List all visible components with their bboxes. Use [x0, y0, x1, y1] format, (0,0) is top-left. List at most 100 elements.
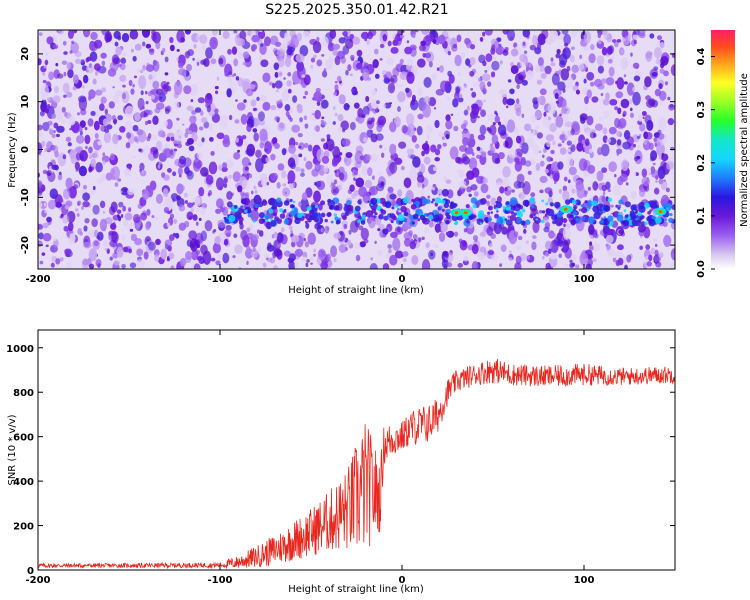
spectrogram-cell	[390, 232, 398, 238]
spectrogram-cell	[417, 171, 423, 177]
spectrogram-cell	[543, 227, 549, 233]
spectrogram-cell	[447, 262, 452, 267]
spectrogram-cell	[431, 73, 437, 81]
spectrogram-cell	[564, 264, 568, 267]
spectrogram-cell	[550, 202, 554, 206]
spectrogram-cell	[490, 143, 493, 146]
spectrogram-cell	[655, 261, 661, 267]
spectrogram-cell	[57, 73, 63, 78]
spectrogram-cell	[285, 56, 292, 67]
spectrogram-cell	[259, 198, 261, 202]
spectrogram-cell	[544, 169, 549, 173]
spectrogram-cell	[633, 63, 639, 69]
spectrogram-cell	[84, 218, 89, 223]
spectrogram-cell	[130, 262, 136, 268]
spectrogram-cell	[666, 188, 670, 193]
spectrogram-cell	[277, 49, 285, 57]
spectrogram-cell	[254, 84, 257, 87]
spectrogram-cell	[443, 143, 447, 147]
spectrogram-cell	[66, 62, 71, 70]
spectrogram-cell	[201, 137, 204, 142]
spectrogram-cell	[102, 152, 105, 157]
snr-y-tick-label: 800	[13, 388, 34, 399]
spectrogram-cell	[559, 53, 567, 65]
spectrogram-cell	[370, 198, 377, 205]
spectrogram-cell	[177, 144, 182, 149]
spectrogram-cell	[256, 97, 259, 101]
spectrogram-cell	[382, 34, 387, 41]
spectrogram-cell	[117, 209, 122, 214]
spectrogram-cell	[401, 166, 405, 170]
spectrogram-cell	[345, 211, 350, 216]
spectrogram-cell	[227, 49, 232, 55]
spectrogram-cell	[82, 258, 89, 270]
spectrogram-cell	[331, 186, 339, 195]
spectrogram-cell	[339, 37, 346, 43]
snr-x-label: Height of straight line (km)	[288, 584, 424, 595]
spectrogram-cell	[389, 255, 397, 266]
spectrogram-cell	[633, 35, 639, 40]
spectrogram-cell	[480, 198, 487, 205]
spectrogram-cell	[384, 147, 387, 150]
spectrogram-cell	[626, 182, 629, 185]
spectrogram-cell	[200, 110, 203, 116]
spectrogram-cell	[576, 90, 580, 95]
spectrogram-cell	[227, 75, 233, 83]
spectrogram-cell	[313, 41, 322, 53]
spectrogram-cell	[493, 122, 496, 125]
spectrogram-cell	[260, 59, 268, 67]
spectrogram-cell	[616, 260, 621, 266]
spectrogram-cell	[461, 52, 465, 58]
spectrogram-cell	[155, 239, 161, 245]
spectrogram-cell	[320, 262, 328, 270]
spectrogram-cell	[291, 125, 300, 133]
spectrogram-cell	[187, 138, 194, 145]
spectrogram-panel: -200 -100 0 100 -20-1001020 Height of strai…	[7, 23, 679, 296]
spectrogram-cell	[625, 201, 631, 207]
spectrogram-cell	[121, 214, 124, 218]
spectrogram-cell	[421, 237, 424, 240]
spectrogram-cell	[89, 264, 94, 270]
spectrogram-cell	[509, 88, 514, 94]
snr-x-tick-label: -100	[207, 575, 232, 586]
spectrogram-cell	[252, 234, 259, 241]
spectrogram-cell	[397, 189, 402, 197]
spectrogram-cell	[554, 173, 560, 182]
spectrogram-cell	[480, 232, 487, 237]
spectrogram-cell	[520, 145, 523, 147]
spectrogram-cell	[75, 169, 79, 172]
spectrogram-cell	[645, 244, 650, 250]
spectrogram-cell	[428, 250, 435, 260]
spectrogram-cell	[273, 265, 278, 271]
spectrogram-cell	[585, 106, 588, 110]
spectrogram-cell	[591, 200, 597, 206]
spectrogram-cell	[606, 77, 615, 86]
spectrogram-cell	[520, 220, 525, 225]
spectrogram-cell	[146, 44, 151, 49]
spectrogram-cell	[644, 76, 651, 87]
spectrogram-cell	[113, 31, 120, 39]
spectrogram-cell	[333, 106, 336, 110]
spectrogram-cell	[176, 118, 179, 121]
spectrogram-cell	[226, 159, 233, 168]
spectrogram-cell	[464, 38, 470, 45]
spectrogram-cell	[48, 200, 56, 210]
spectrogram-cell	[487, 81, 491, 87]
spectrogram-cell	[319, 250, 324, 258]
spectrogram-cell	[350, 55, 354, 60]
spectrogram-cell	[487, 66, 491, 70]
spectrogram-cell	[354, 90, 358, 95]
spectrogram-cell	[493, 114, 496, 116]
spectrogram-cell	[639, 188, 645, 197]
spectrogram-cell	[532, 235, 537, 239]
spectrogram-cell	[305, 91, 308, 95]
spectrogram-cell	[503, 118, 508, 126]
spectrogram-cell	[519, 192, 525, 200]
spectrogram-cell	[479, 81, 485, 90]
spectrogram-cell	[133, 125, 139, 131]
spectrogram-x-tick-label: 0	[399, 274, 406, 285]
spectrogram-cell	[122, 85, 126, 88]
spectrogram-cell	[177, 49, 180, 52]
spectrogram-cell	[179, 204, 186, 211]
spectrogram-cell	[597, 83, 604, 89]
